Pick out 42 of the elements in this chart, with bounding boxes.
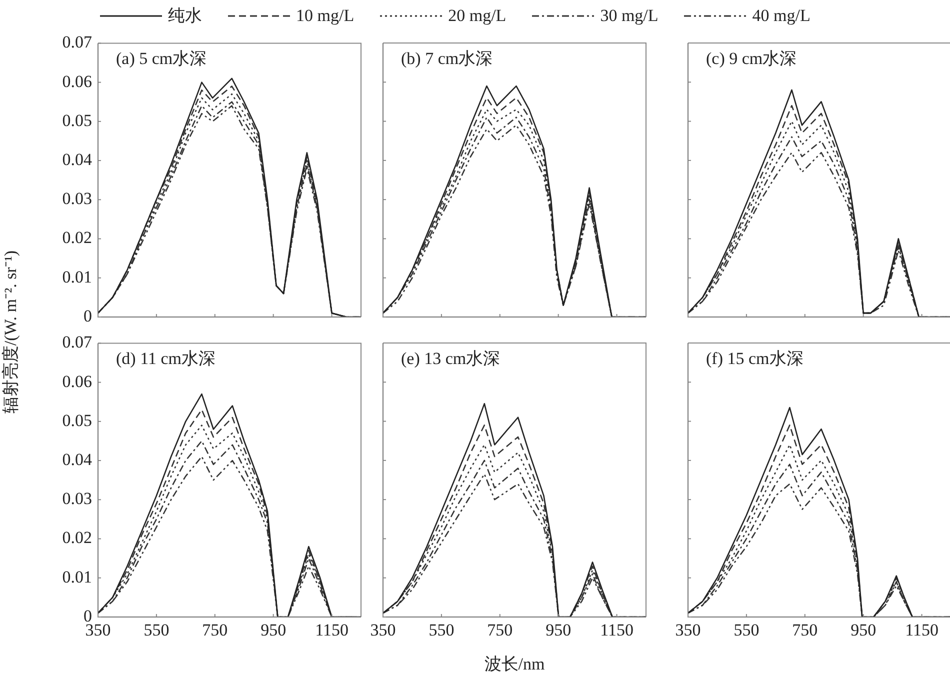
y-tick-label: 0.04 bbox=[62, 150, 92, 170]
x-tick-label: 950 bbox=[850, 620, 876, 640]
x-tick-label: 950 bbox=[546, 620, 572, 640]
chart-title: (a) 5 cm水深 bbox=[116, 49, 207, 68]
legend-label: 30 mg/L bbox=[600, 6, 658, 26]
x-tick-label: 550 bbox=[734, 620, 760, 640]
legend-label: 40 mg/L bbox=[752, 6, 810, 26]
legend-label: 纯水 bbox=[168, 5, 202, 27]
y-tick-label: 0.07 bbox=[62, 32, 92, 52]
y-tick-label: 0.01 bbox=[62, 567, 92, 586]
x-tick-label: 750 bbox=[487, 620, 513, 640]
y-tick-label: 0.02 bbox=[62, 528, 92, 548]
y-tick-label: 0.06 bbox=[62, 72, 92, 91]
y-tick-label: 0.07 bbox=[62, 332, 92, 352]
chart-title: (f) 15 cm水深 bbox=[706, 348, 804, 368]
y-tick-label: 0.05 bbox=[62, 410, 92, 430]
y-tick-label: 0.05 bbox=[62, 110, 92, 130]
chart-title: (e) 13 cm水深 bbox=[401, 348, 500, 368]
chart-title: (c) 9 cm水深 bbox=[706, 48, 797, 68]
legend-label: 20 mg/L bbox=[448, 6, 506, 26]
y-tick-label: 0.01 bbox=[62, 267, 92, 286]
y-tick-label: 0.04 bbox=[62, 450, 92, 470]
x-tick-label: 550 bbox=[144, 620, 170, 640]
legend-label: 10 mg/L bbox=[296, 6, 354, 26]
x-tick-label: 950 bbox=[260, 620, 286, 640]
chart-title: (d) 11 cm水深 bbox=[116, 349, 216, 368]
y-tick-label: 0.02 bbox=[62, 228, 92, 248]
x-tick-label: 1150 bbox=[600, 620, 634, 640]
y-tick-label: 0.03 bbox=[62, 189, 92, 208]
x-axis-title: 波长/nm bbox=[484, 654, 545, 674]
x-tick-label: 750 bbox=[202, 620, 228, 640]
x-tick-label: 1150 bbox=[905, 620, 938, 640]
x-tick-label: 350 bbox=[675, 620, 701, 640]
x-tick-label: 350 bbox=[370, 620, 396, 640]
y-axis-title: 辐射亮度/(W. m⁻². sr⁻¹) bbox=[0, 249, 21, 416]
x-tick-label: 550 bbox=[428, 620, 454, 640]
y-tick-label: 0.06 bbox=[62, 372, 92, 391]
y-tick-label: 0.03 bbox=[62, 489, 92, 508]
y-tick-label: 0 bbox=[84, 306, 92, 326]
x-tick-label: 750 bbox=[792, 620, 818, 640]
x-tick-label: 1150 bbox=[315, 620, 348, 640]
chart-title: (b) 7 cm水深 bbox=[401, 48, 493, 68]
